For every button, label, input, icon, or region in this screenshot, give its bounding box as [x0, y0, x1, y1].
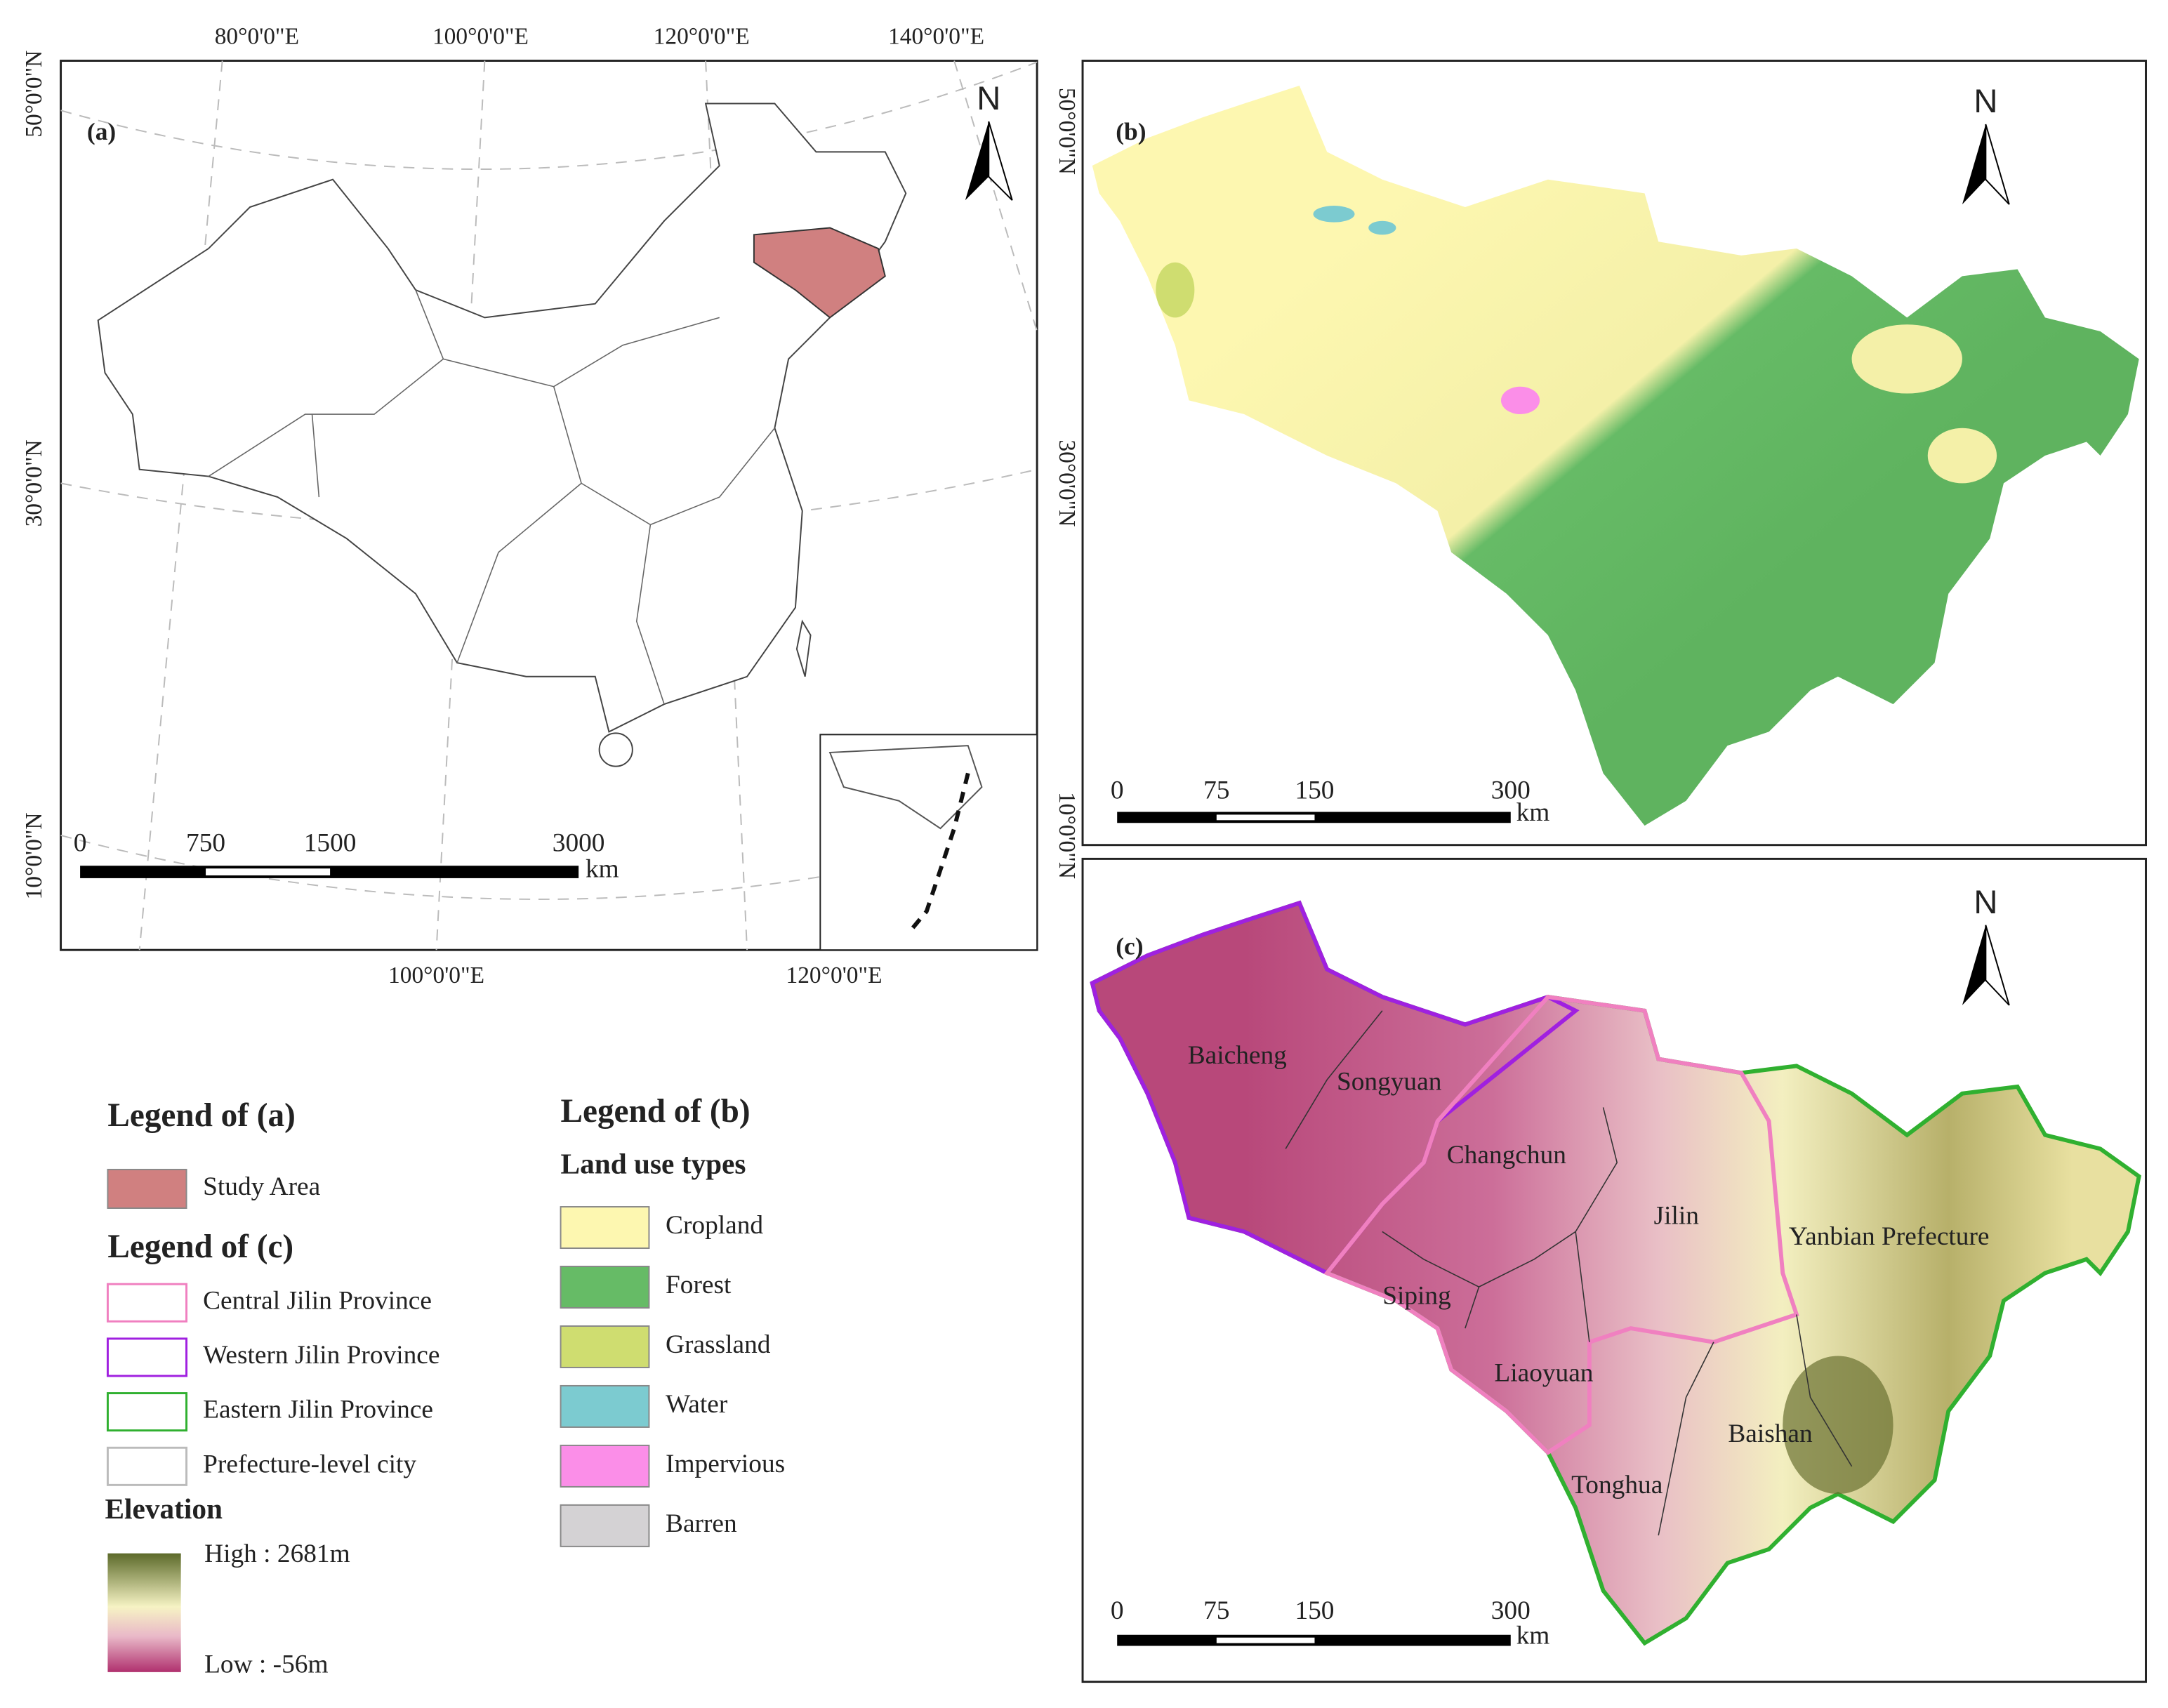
legend-label: Impervious — [666, 1450, 785, 1478]
lat-label: 10°0'0"N — [21, 812, 47, 899]
china-outline — [97, 102, 907, 733]
city-label: Tonghua — [1571, 1471, 1663, 1500]
north-label: N — [1974, 83, 1997, 120]
inset-nine-dash — [911, 772, 970, 929]
legend-label: Eastern Jilin Province — [203, 1396, 433, 1424]
legend-label: Prefecture-level city — [203, 1450, 416, 1478]
legend-title: Legend of (c) — [107, 1229, 293, 1265]
legend-swatch — [560, 1504, 650, 1547]
legend-swatch — [106, 1283, 188, 1323]
legend-label: Grassland — [666, 1330, 771, 1359]
scale-label: 0 — [1111, 1596, 1124, 1625]
city-label: Songyuan — [1337, 1068, 1442, 1097]
north-arrow — [965, 121, 989, 201]
legend-swatch — [106, 1446, 188, 1486]
lat-label: 30°0'0"N — [21, 439, 47, 527]
legend-label: Water — [666, 1390, 728, 1419]
scale-label: 1500 — [304, 828, 357, 857]
lat-label: 30°0'0"N — [1054, 439, 1080, 527]
scale-bar — [1117, 1634, 1511, 1646]
scale-label: 300 — [1491, 1596, 1531, 1625]
legend-swatch — [106, 1337, 188, 1377]
inset-mainland — [828, 745, 983, 830]
taiwan — [795, 619, 812, 677]
city-label: Yanbian Prefecture — [1789, 1222, 1990, 1251]
city-label: Siping — [1382, 1281, 1451, 1310]
legend-swatch — [560, 1206, 650, 1250]
lon-label: 100°0'0"E — [432, 24, 529, 50]
central-boundary — [1323, 994, 1799, 1455]
legend-title: Legend of (a) — [107, 1097, 295, 1134]
scale-unit: km — [586, 855, 619, 884]
scale-label: 150 — [1295, 1596, 1334, 1625]
scale-label: 3000 — [553, 828, 605, 857]
panel-label: (a) — [87, 117, 116, 145]
lat-label: 10°0'0"N — [1054, 792, 1080, 879]
scale-bar — [1117, 812, 1511, 823]
panel-label: (b) — [1116, 117, 1146, 145]
legend-swatch — [560, 1384, 650, 1428]
city-label: Jilin — [1654, 1201, 1700, 1230]
scale-label: 75 — [1203, 776, 1229, 805]
scale-label: 0 — [1111, 776, 1124, 805]
city-label: Liaoyuan — [1494, 1359, 1593, 1388]
lon-label: 120°0'0"E — [654, 24, 750, 50]
scale-label: 75 — [1203, 1596, 1229, 1625]
hainan — [598, 732, 633, 767]
scale-bar — [80, 866, 579, 878]
lat-label: 50°0'0"N — [1054, 88, 1080, 175]
elevation-high: High : 2681m — [204, 1540, 350, 1568]
elevation-low: Low : -56m — [204, 1650, 328, 1679]
legend-label: Western Jilin Province — [203, 1341, 439, 1370]
north-label: N — [1974, 884, 1997, 921]
scale-label: 300 — [1491, 776, 1531, 805]
north-label: N — [977, 80, 1000, 117]
elevation-title: Elevation — [105, 1492, 223, 1525]
legend-label: Central Jilin Province — [203, 1286, 432, 1315]
legend-label: Barren — [666, 1509, 737, 1538]
legend-swatch — [560, 1266, 650, 1309]
legend-swatch — [107, 1168, 187, 1209]
legend-subtitle: Land use types — [561, 1147, 746, 1179]
lon-label: 120°0'0"E — [786, 962, 882, 988]
legend-swatch — [106, 1392, 188, 1432]
scale-unit: km — [1516, 798, 1550, 827]
scale-unit: km — [1516, 1621, 1550, 1650]
legend-swatch — [560, 1444, 650, 1488]
study-area — [753, 227, 886, 319]
scale-label: 750 — [186, 828, 225, 857]
legend-title: Legend of (b) — [561, 1093, 751, 1130]
city-boundaries — [1285, 1010, 1853, 1536]
lon-label: 140°0'0"E — [888, 24, 984, 50]
land-use-patches — [1156, 206, 1997, 484]
elevation-bar — [107, 1553, 181, 1672]
legend-swatch — [560, 1325, 650, 1368]
lat-label: 50°0'0"N — [21, 51, 47, 138]
panel-label: (c) — [1116, 932, 1143, 960]
highland — [1783, 1356, 1893, 1495]
scale-label: 150 — [1295, 776, 1334, 805]
legend-label: Cropland — [666, 1211, 763, 1240]
lon-label: 80°0'0"E — [215, 24, 299, 50]
legend-label: Study Area — [203, 1172, 320, 1201]
city-label: Baicheng — [1188, 1041, 1287, 1070]
legend-label: Forest — [666, 1271, 732, 1299]
scale-label: 0 — [74, 828, 87, 857]
lon-label: 100°0'0"E — [388, 962, 484, 988]
province-boundaries — [208, 289, 776, 705]
city-label: Changchun — [1447, 1141, 1566, 1170]
city-label: Baishan — [1728, 1419, 1813, 1448]
